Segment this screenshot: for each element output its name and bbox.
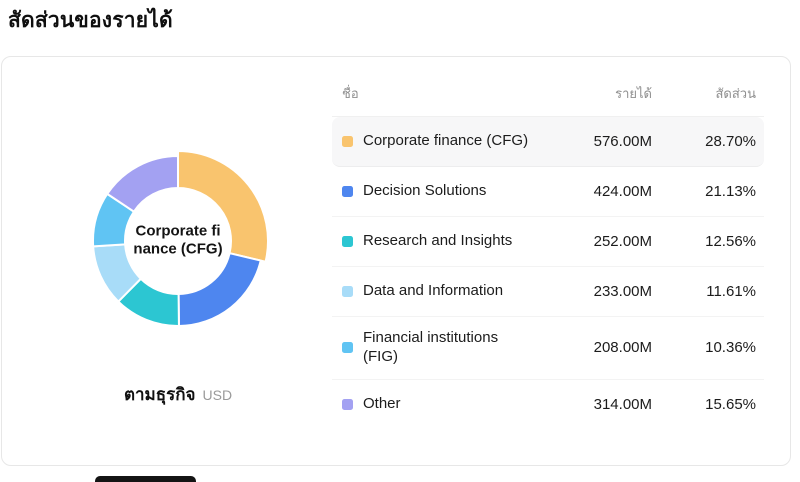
series-revenue: 208.00M — [593, 339, 652, 357]
donut-segment[interactable] — [177, 150, 269, 263]
donut-segment[interactable] — [177, 252, 262, 327]
table-header-row: ชื่อ รายได้ สัดส่วน — [332, 83, 764, 117]
table-row[interactable]: Data and Information 233.00M 11.61% — [332, 267, 764, 317]
col-header-revenue: รายได้ — [615, 86, 652, 101]
table-row[interactable]: Corporate finance (CFG) 576.00M 28.70% — [332, 117, 764, 167]
revenue-share-card: Corporate finance (CFG) ตามธุรกิจ USD ชื… — [1, 56, 791, 466]
series-label: Other — [363, 395, 401, 413]
series-share: 10.36% — [705, 339, 756, 357]
table-row[interactable]: Other 314.00M 15.65% — [332, 380, 764, 430]
donut-chart[interactable]: Corporate finance (CFG) — [82, 145, 274, 337]
chart-column: Corporate finance (CFG) ตามธุรกิจ USD — [2, 57, 332, 465]
chart-caption-unit: USD — [202, 387, 233, 403]
chart-caption: ตามธุรกิจ USD — [124, 381, 232, 408]
series-share: 12.56% — [705, 233, 756, 250]
table-row[interactable]: Decision Solutions 424.00M 21.13% — [332, 167, 764, 217]
series-color-swatch — [342, 399, 353, 410]
chart-caption-title: ตามธุรกิจ — [123, 385, 196, 404]
series-color-swatch — [342, 286, 353, 297]
legend-table: ชื่อ รายได้ สัดส่วน Corporate finance (C… — [332, 57, 790, 465]
col-header-name: ชื่อ — [342, 86, 359, 101]
series-color-swatch — [342, 342, 353, 354]
series-color-swatch — [342, 136, 353, 147]
page-title: สัดส่วนของรายได้ — [8, 9, 173, 32]
table-row[interactable]: Financial institutions (FIG) 208.00M 10.… — [332, 317, 764, 380]
series-share: 21.13% — [705, 183, 756, 200]
donut-center-label: Corporate finance (CFG) — [133, 222, 223, 258]
table-row[interactable]: Research and Insights 252.00M 12.56% — [332, 217, 764, 267]
donut-segment[interactable] — [106, 155, 179, 213]
series-revenue: 314.00M — [593, 396, 652, 413]
series-share: 15.65% — [705, 396, 756, 413]
series-share: 28.70% — [705, 133, 756, 150]
series-color-swatch — [342, 186, 353, 197]
table-body: Corporate finance (CFG) 576.00M 28.70% D… — [332, 117, 764, 430]
series-label: Research and Insights — [363, 232, 513, 250]
series-label: Data and Information — [363, 282, 504, 300]
series-label: Decision Solutions — [363, 182, 487, 200]
series-label: Financial institutions (FIG) — [363, 329, 499, 365]
series-revenue: 233.00M — [593, 283, 652, 300]
donut-chart-svg — [92, 150, 269, 327]
series-label: Corporate finance (CFG) — [363, 132, 529, 150]
series-revenue: 252.00M — [593, 233, 652, 250]
series-revenue: 576.00M — [593, 133, 652, 150]
col-header-share: สัดส่วน — [715, 86, 757, 101]
series-revenue: 424.00M — [593, 183, 652, 200]
bottom-black-bar — [95, 476, 196, 482]
series-share: 11.61% — [706, 283, 756, 300]
series-color-swatch — [342, 236, 353, 247]
